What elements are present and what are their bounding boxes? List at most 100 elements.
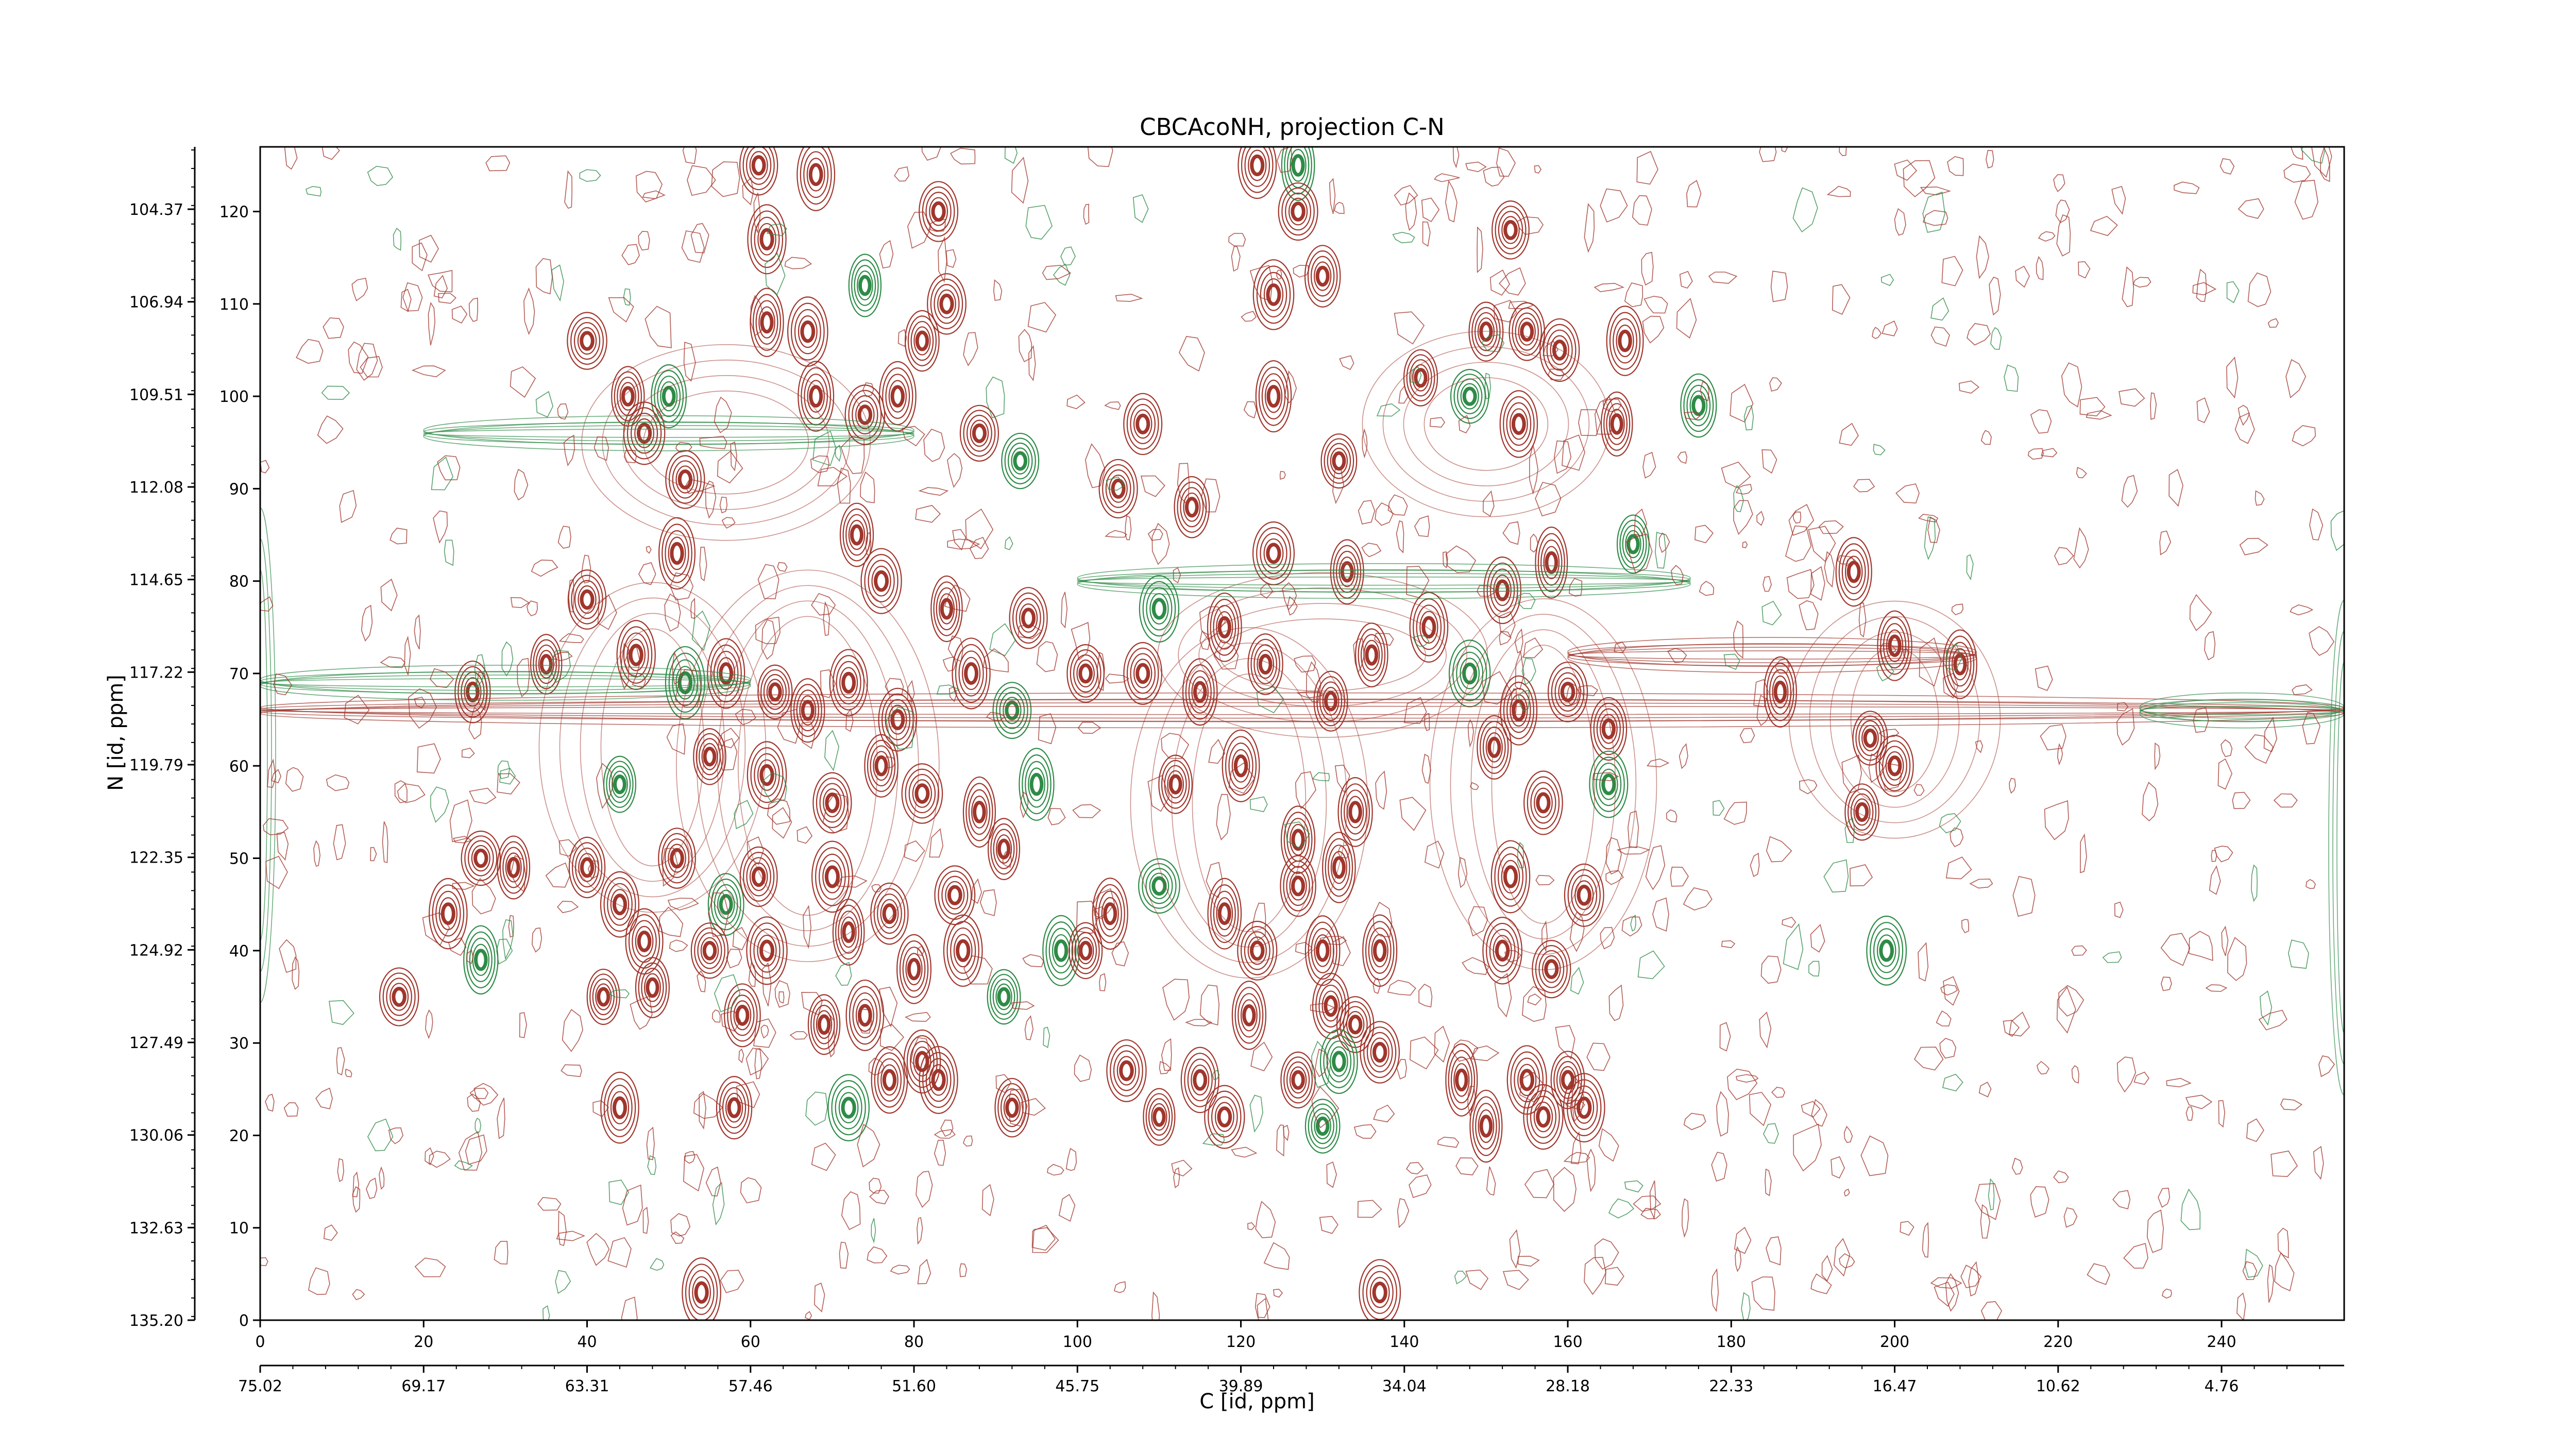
noise-contour bbox=[1151, 523, 1170, 565]
noise-contour bbox=[1184, 1019, 1213, 1026]
y-tick-label: 40 bbox=[229, 942, 249, 961]
noise-contour bbox=[1394, 184, 1418, 206]
contour-level bbox=[860, 548, 902, 614]
contour-level bbox=[1028, 767, 1045, 801]
noise-contour bbox=[1021, 1098, 1046, 1116]
contour-level bbox=[580, 331, 595, 351]
noise-contour bbox=[745, 1048, 769, 1076]
contour-level bbox=[997, 1083, 1027, 1133]
noise-contour bbox=[2086, 410, 2112, 420]
contour-level bbox=[759, 939, 775, 962]
noise-contour bbox=[730, 441, 737, 471]
contour-level bbox=[1019, 748, 1055, 821]
noise-contour bbox=[292, 956, 300, 990]
noise-contour bbox=[1721, 461, 1751, 488]
noise-contour bbox=[2078, 261, 2091, 279]
noise-contour bbox=[393, 227, 402, 251]
noise-contour bbox=[2217, 758, 2233, 790]
noise-contour bbox=[273, 673, 293, 696]
contour-level bbox=[934, 284, 960, 324]
noise-contour bbox=[1843, 1125, 1853, 1143]
noise-contour bbox=[1980, 1204, 1991, 1239]
noise-contour bbox=[772, 807, 792, 839]
contour-level bbox=[1530, 1096, 1556, 1138]
x-ppm-tick-label: 4.76 bbox=[2205, 1377, 2239, 1395]
x-tick-label: 60 bbox=[741, 1333, 760, 1351]
contour-level bbox=[1878, 740, 1911, 791]
contour-level bbox=[1286, 1061, 1310, 1099]
contour-level bbox=[1844, 783, 1879, 841]
noise-contour bbox=[475, 671, 487, 712]
noise-contour bbox=[672, 651, 682, 685]
contour-level bbox=[1001, 432, 1040, 490]
noise-contour bbox=[1614, 642, 1627, 653]
contour-level bbox=[1596, 763, 1622, 806]
noise-contour bbox=[431, 457, 453, 491]
contour-level bbox=[638, 962, 667, 1013]
contour-level bbox=[658, 828, 696, 889]
contour-level bbox=[757, 934, 777, 967]
noise-contour bbox=[1837, 555, 1856, 565]
noise-contour bbox=[336, 1047, 345, 1076]
contour-level bbox=[882, 1069, 897, 1091]
contour-level bbox=[993, 829, 1015, 869]
contour-level bbox=[467, 840, 494, 877]
noise-contour bbox=[1468, 906, 1488, 937]
contour-level bbox=[1887, 755, 1902, 777]
contour-level bbox=[885, 374, 910, 419]
contour-level bbox=[825, 792, 840, 813]
noise-contour bbox=[2226, 281, 2240, 304]
noise-contour bbox=[451, 306, 468, 324]
noise-contour bbox=[454, 1160, 473, 1170]
contour-level bbox=[1304, 1099, 1341, 1154]
noise-contour bbox=[1799, 779, 1818, 795]
contour-level bbox=[1574, 1091, 1595, 1124]
contour-level bbox=[759, 764, 774, 786]
contour-level bbox=[1510, 1051, 1544, 1109]
noise-contour bbox=[543, 1305, 550, 1320]
contour-level bbox=[1543, 324, 1577, 377]
noise-contour bbox=[1594, 396, 1616, 435]
noise-contour bbox=[2116, 708, 2135, 746]
contour-level bbox=[1365, 644, 1379, 666]
contour-level bbox=[1260, 272, 1287, 317]
noise-contour bbox=[561, 1064, 582, 1077]
contour-level bbox=[848, 254, 882, 317]
contour-level bbox=[1133, 659, 1153, 688]
contour-level bbox=[710, 879, 741, 931]
noise-contour bbox=[712, 1182, 725, 1226]
contour-level bbox=[1879, 939, 1894, 962]
noise-contour bbox=[1782, 917, 1797, 928]
noise-contour bbox=[1534, 165, 1542, 174]
noise-contour bbox=[1022, 954, 1044, 968]
noise-contour bbox=[321, 147, 340, 160]
noise-contour bbox=[886, 706, 914, 750]
noise-contour bbox=[662, 847, 678, 887]
noise-contour bbox=[1018, 624, 1043, 639]
contour-level bbox=[807, 994, 841, 1055]
x-ppm-tick-label: 63.31 bbox=[565, 1377, 609, 1395]
contour-level bbox=[1304, 245, 1341, 308]
noise-contour bbox=[1396, 1059, 1407, 1080]
plot-area bbox=[259, 146, 2345, 1321]
contour-level bbox=[1482, 727, 1506, 768]
contour-level bbox=[1143, 1088, 1176, 1146]
noise-contour bbox=[1727, 1068, 1758, 1101]
contour-level bbox=[675, 465, 695, 494]
noise-contour bbox=[1047, 1164, 1064, 1176]
contour-level bbox=[1145, 1093, 1173, 1141]
contour-level bbox=[987, 818, 1021, 880]
contour-level bbox=[1876, 934, 1896, 967]
noise-contour bbox=[1683, 1113, 1706, 1131]
noise-contour bbox=[947, 538, 980, 550]
contour-level bbox=[1077, 937, 1094, 965]
noise-contour bbox=[1563, 1152, 1590, 1164]
noise-contour bbox=[564, 170, 573, 209]
noise-contour bbox=[339, 490, 357, 523]
contour-level bbox=[925, 192, 952, 231]
contour-level bbox=[717, 657, 736, 690]
noise-contour bbox=[684, 1151, 696, 1164]
contour-level bbox=[1479, 1115, 1493, 1138]
contour-level bbox=[1105, 469, 1131, 508]
